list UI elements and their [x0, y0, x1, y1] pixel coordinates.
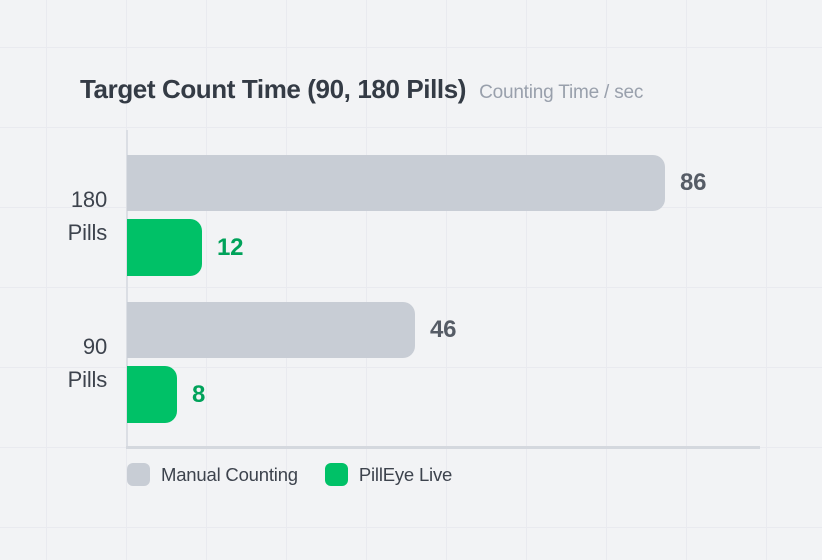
bar-row: 12 — [127, 219, 822, 276]
pilleye-live-swatch-icon — [324, 463, 348, 486]
legend-label: PillEye Live — [358, 463, 453, 485]
category-label-line: Pills — [67, 220, 108, 245]
bar-pilleye-live-90-pills — [127, 366, 177, 423]
bar-row: 8 — [127, 366, 822, 423]
bar-manual-counting-90-pills — [127, 302, 415, 358]
legend-item-pilleye-live: PillEye Live — [324, 463, 453, 486]
y-axis-line — [126, 130, 128, 448]
bar-value-label: 46 — [430, 316, 457, 343]
bar-row: 46 — [127, 302, 822, 358]
category-label-line: Pills — [67, 367, 108, 392]
chart-unit-label: Counting Time / sec — [479, 82, 644, 103]
bar-manual-counting-180-pills — [127, 155, 665, 211]
x-axis-baseline — [126, 446, 760, 449]
legend-label: Manual Counting — [161, 463, 298, 485]
category-label-90-pills: 90 Pills — [25, 330, 108, 396]
category-label-line: 180 — [70, 187, 107, 212]
chart-header: Target Count Time (90, 180 Pills) Counti… — [80, 74, 643, 105]
legend-item-manual-counting: Manual Counting — [127, 463, 298, 486]
category-label-line: 90 — [82, 334, 107, 359]
bar-value-label: 86 — [680, 169, 707, 196]
chart-legend: Manual Counting PillEye Live — [127, 463, 452, 486]
bar-value-label: 12 — [217, 233, 244, 261]
bar-value-label: 8 — [192, 380, 206, 408]
chart-title: Target Count Time (90, 180 Pills) — [80, 74, 467, 104]
bar-pilleye-live-180-pills — [127, 219, 202, 276]
manual-counting-swatch-icon — [127, 463, 150, 486]
bar-row: 86 — [127, 155, 822, 211]
category-label-180-pills: 180 Pills — [25, 183, 108, 249]
